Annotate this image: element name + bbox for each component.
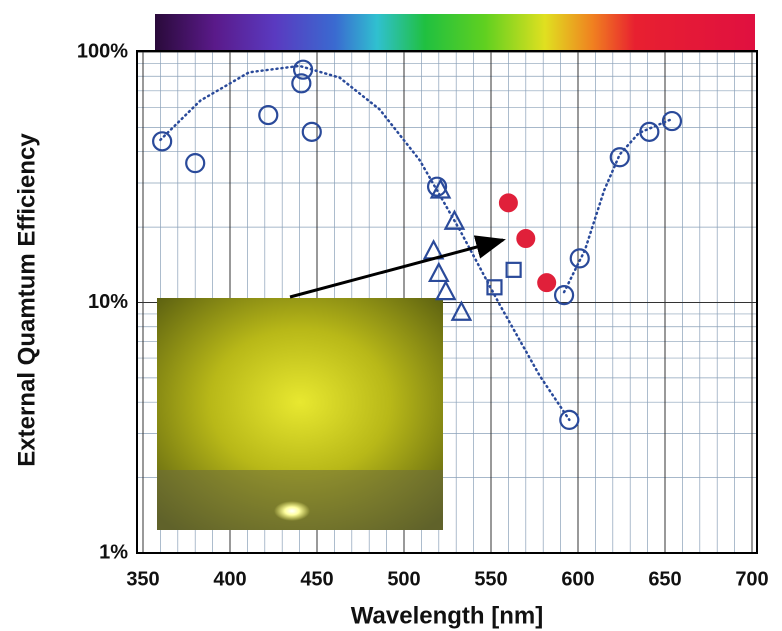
spectrum-bar bbox=[155, 14, 755, 50]
x-tick-label: 400 bbox=[213, 568, 246, 590]
y-tick-label: 100% bbox=[77, 40, 128, 62]
data-point bbox=[517, 230, 535, 248]
photo-floor bbox=[157, 470, 443, 530]
data-point bbox=[259, 106, 277, 124]
inset-photo bbox=[157, 298, 443, 530]
y-tick-label: 10% bbox=[88, 291, 128, 313]
data-point bbox=[538, 274, 556, 292]
data-point bbox=[571, 249, 589, 267]
x-tick-label: 500 bbox=[387, 568, 420, 590]
arrow bbox=[290, 240, 503, 297]
data-point bbox=[153, 132, 171, 150]
data-point bbox=[555, 286, 573, 304]
x-tick-label: 700 bbox=[735, 568, 768, 590]
y-tick-label: 1% bbox=[99, 541, 128, 563]
data-point bbox=[303, 123, 321, 141]
page: Wavelength [nm] External Quamtum Efficie… bbox=[0, 0, 782, 631]
data-point bbox=[437, 282, 455, 299]
x-tick-label: 350 bbox=[126, 568, 159, 590]
x-tick-label: 600 bbox=[561, 568, 594, 590]
x-tick-label: 450 bbox=[300, 568, 333, 590]
y-axis-title: External Quamtum Efficiency bbox=[13, 133, 40, 467]
chart: Wavelength [nm] External Quamtum Efficie… bbox=[0, 0, 782, 631]
data-point bbox=[499, 194, 517, 212]
x-tick-label: 550 bbox=[474, 568, 507, 590]
data-point bbox=[452, 303, 470, 320]
x-tick-label: 650 bbox=[648, 568, 681, 590]
x-axis-title: Wavelength [nm] bbox=[351, 602, 543, 629]
data-point bbox=[292, 74, 310, 92]
photo-light bbox=[274, 501, 310, 521]
fit-curve bbox=[564, 119, 672, 292]
